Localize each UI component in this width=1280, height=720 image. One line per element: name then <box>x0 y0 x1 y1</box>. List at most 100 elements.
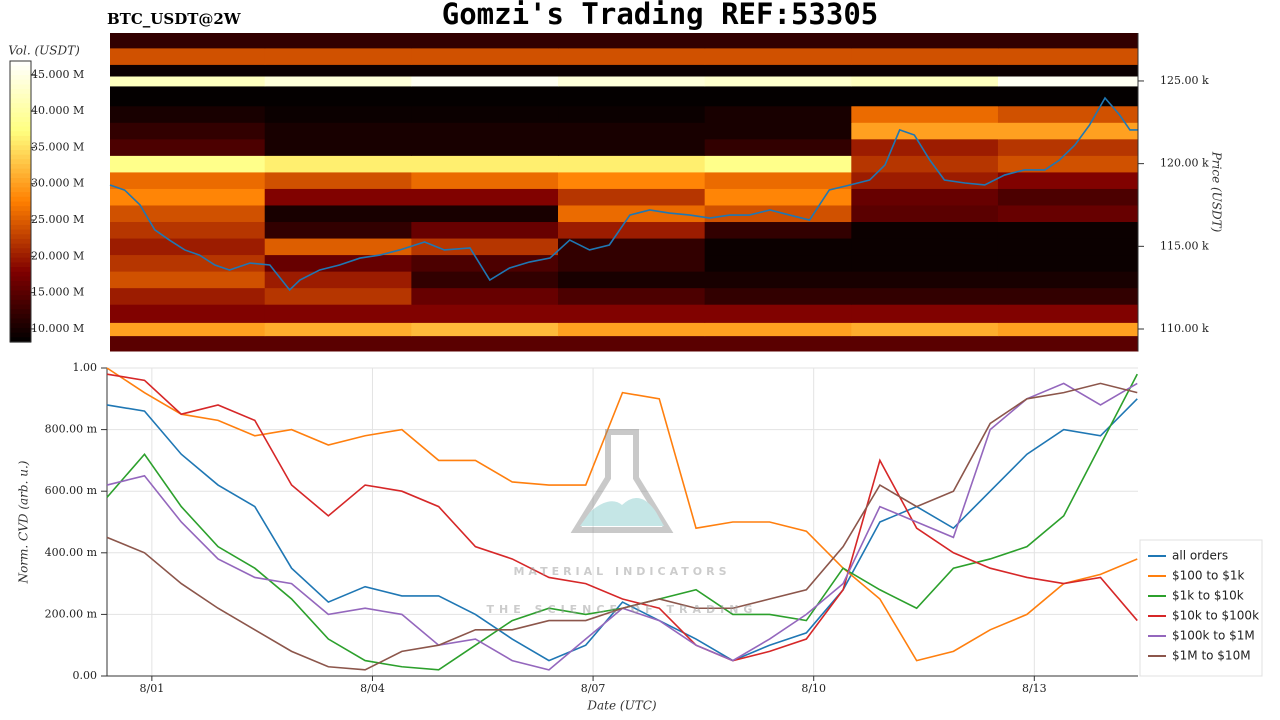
heatmap-cell <box>851 188 999 206</box>
x-tick-label: 8/10 <box>801 682 826 695</box>
heatmap-cell <box>110 85 266 107</box>
colorbar-band <box>10 210 31 217</box>
heatmap-cell <box>110 254 266 272</box>
colorbar-band <box>10 206 31 212</box>
heatmap-cell <box>851 171 999 189</box>
series-line <box>106 373 1138 662</box>
heatmap-cell <box>264 204 412 223</box>
heatmap-cell <box>110 204 266 223</box>
heatmap-cell <box>704 335 852 352</box>
y-tick-label: 0.00 <box>73 669 98 682</box>
y-tick-label: 125.00 k <box>1160 74 1209 87</box>
heatmap-cell <box>110 64 266 77</box>
heatmap-cell <box>264 75 412 87</box>
heatmap-cell <box>851 138 999 156</box>
legend-label: all orders <box>1172 549 1228 563</box>
heatmap-cell <box>997 271 1139 289</box>
heatmap-cell <box>264 33 412 49</box>
colorbar-band <box>10 238 31 245</box>
heatmap-cell <box>558 221 706 239</box>
heatmap-cell <box>851 122 999 140</box>
heatmap-cell <box>997 221 1139 239</box>
colorbar-band <box>10 178 31 184</box>
heatmap-cell <box>110 155 266 173</box>
price-line <box>109 96 1138 292</box>
heatmap-cell <box>558 155 706 173</box>
heatmap-cell <box>411 287 559 305</box>
colorbar-band <box>10 107 31 114</box>
heatmap-cell <box>558 33 706 49</box>
colorbar-band <box>10 229 31 235</box>
colorbar-band <box>10 215 31 221</box>
colorbar-band <box>10 295 31 301</box>
colorbar-band <box>10 154 31 160</box>
colorbar-band <box>10 168 31 174</box>
colorbar-band <box>10 332 31 338</box>
heatmap-cell <box>851 47 999 65</box>
colorbar-band <box>10 126 31 132</box>
heatmap-cell <box>704 64 852 77</box>
heatmap-cell <box>851 271 999 289</box>
colorbar-tick-label: 45.000 M <box>31 68 84 81</box>
y-axis-label: Norm. CVD (arb. u.) <box>17 460 31 584</box>
colorbar-band <box>10 337 31 343</box>
x-tick-label: 8/13 <box>1022 682 1047 695</box>
heatmap-cell <box>558 238 706 256</box>
y-tick-label: 110.00 k <box>1160 322 1209 335</box>
heatmap-cell <box>704 85 852 107</box>
heatmap-cell <box>704 287 852 305</box>
heatmap-cell <box>997 335 1139 352</box>
colorbar-band <box>10 243 31 249</box>
colorbar-band <box>10 196 31 203</box>
heatmap-cell <box>558 271 706 289</box>
colorbar-band <box>10 201 31 207</box>
colorbar-label: Vol. (USDT) <box>8 44 80 58</box>
heatmap-cell <box>110 171 266 189</box>
heatmap-cell <box>851 287 999 305</box>
heatmap-cell <box>997 304 1139 323</box>
series-line <box>106 367 1138 662</box>
heatmap-cell <box>704 33 852 49</box>
heatmap-cell <box>264 304 412 323</box>
colorbar-band <box>10 327 31 334</box>
heatmap-cell <box>851 254 999 272</box>
colorbar-band <box>10 309 31 315</box>
colorbar-band <box>10 290 31 296</box>
heatmap-cell <box>704 322 852 337</box>
heatmap-cell <box>704 204 852 223</box>
watermark <box>570 429 674 533</box>
colorbar-tick-label: 30.000 M <box>31 177 84 190</box>
heatmap-cell <box>264 155 412 173</box>
y-tick-label: 200.00 m <box>45 607 98 620</box>
heatmap-panel: 110.00 k 115.00 k 120.00 k 125.00 k 10.000 M… <box>9 33 1209 352</box>
heatmap-cell <box>110 138 266 156</box>
heatmap-cell <box>110 33 266 49</box>
colorbar-band <box>10 98 31 104</box>
heatmap-cell <box>411 155 559 173</box>
heatmap-cell <box>704 221 852 239</box>
colorbar-band <box>10 65 31 71</box>
heatmap-cell <box>558 304 706 323</box>
colorbar-band <box>10 276 31 282</box>
heatmap-cell <box>997 171 1139 189</box>
heatmap-cell <box>851 155 999 173</box>
colorbar-band <box>10 131 31 137</box>
colorbar-band <box>10 79 31 86</box>
heatmap-cell <box>411 271 559 289</box>
heatmap-cell <box>997 47 1139 65</box>
heatmap-cell <box>851 304 999 323</box>
colorbar-band <box>10 285 31 292</box>
colorbar-band <box>10 61 31 67</box>
heatmap-cell <box>411 33 559 49</box>
heatmap-cell <box>558 254 706 272</box>
colorbar-band <box>10 304 31 310</box>
colorbar-band <box>10 89 31 95</box>
heatmap-cell <box>264 335 412 352</box>
colorbar-band <box>10 159 31 165</box>
legend-label: $1M to $10M <box>1172 649 1251 663</box>
legend-label: $10k to $100k <box>1172 609 1259 623</box>
heatmap-cell <box>411 171 559 189</box>
colorbar-band <box>10 281 31 287</box>
heatmap-cell <box>997 33 1139 49</box>
